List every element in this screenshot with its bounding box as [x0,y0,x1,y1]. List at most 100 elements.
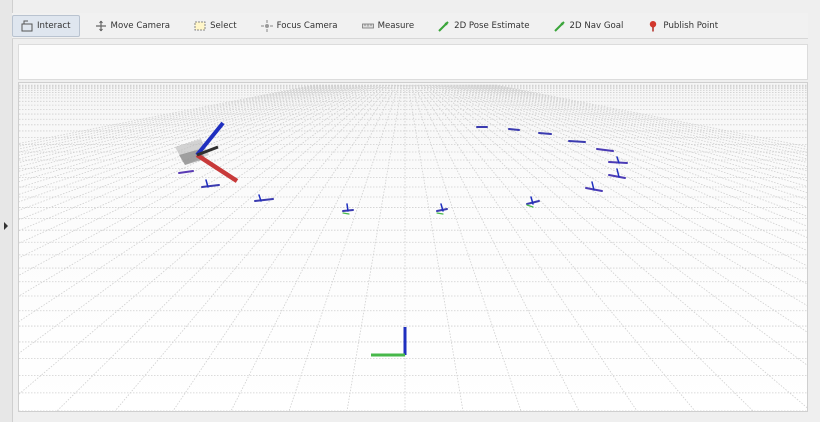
3d-scene[interactable] [19,83,807,411]
pose-marker [596,148,614,152]
pose-marker [608,156,628,164]
grid-line [19,84,349,189]
grid-line [452,84,807,217]
grid-line [19,84,346,183]
grid-line [416,84,638,411]
grid-line [288,84,400,411]
tool-label: 2D Pose Estimate [454,20,530,31]
viewport-header-bar [18,44,808,80]
grid-line [19,84,328,156]
grid-line [19,84,319,147]
robot-pose-axes[interactable] [175,121,239,183]
ruler-icon [361,20,374,32]
grid-line [440,84,807,267]
grid-line [19,84,322,150]
tool-label: 2D Nav Goal [569,20,624,31]
pose-marker [201,179,220,188]
pose-marker [508,128,520,131]
grid-line [494,84,807,148]
cursor-icon [21,20,33,32]
grid-line [428,84,807,366]
pose-marker [538,132,552,135]
grid-line [461,84,807,194]
grid-line [449,84,807,227]
grid-line [446,84,807,238]
tool-label: Publish Point [663,20,719,31]
x-axis [195,153,239,183]
grid-line [464,84,807,187]
grid-line [422,84,754,411]
tools-toolbar: Interact Move Camera Select Focus Camera… [12,13,808,39]
grid-line [19,84,316,144]
grid-line [19,84,370,259]
pose-markers [178,126,628,215]
pose-marker [436,203,448,215]
pose-marker [178,170,194,174]
grid-line [431,84,807,333]
grid-line [19,84,379,322]
grid-line [488,84,807,153]
tool-move-camera-button[interactable]: Move Camera [86,15,180,37]
pose-marker [254,194,274,202]
pose-marker [585,181,603,192]
grid-line [410,84,522,411]
pose-marker [342,203,354,215]
pose-marker [608,168,626,179]
grid-line [443,84,807,251]
3d-viewport[interactable] [18,82,808,412]
grid-line [346,84,403,411]
tool-focus-camera-button[interactable]: Focus Camera [252,15,347,37]
tool-label: Measure [377,20,415,31]
tool-label: Select [210,20,237,31]
pose-marker [568,140,586,143]
tool-2d-pose-estimate-button[interactable]: 2D Pose Estimate [429,15,538,37]
grid-line [419,84,696,411]
grid-line [19,84,352,195]
tool-select-button[interactable]: Select [185,15,246,37]
tool-measure-button[interactable]: Measure [353,15,424,37]
map-pin-icon [647,20,659,32]
pose-marker [526,196,540,208]
tool-label: Move Camera [110,20,171,31]
grid-line [230,84,397,411]
expand-panel-arrow-icon[interactable] [4,222,8,230]
grid-line [470,84,807,176]
grid-line [482,84,807,160]
grid-line [485,84,807,156]
tool-label: Focus Camera [276,20,338,31]
grid-line [407,84,464,411]
left-panel-collapsed[interactable] [0,0,13,422]
grid-line [19,84,382,354]
grid-line [413,84,580,411]
grid-line [19,84,376,297]
origin-axes [371,327,407,357]
tool-interact-button[interactable]: Interact [12,14,80,37]
green-arrow-icon [438,20,450,32]
grid-line [172,84,394,411]
grid-line [19,84,334,163]
grid-line [114,84,391,411]
grid-line [437,84,807,285]
grid-line [19,84,364,232]
y-axis [196,145,219,157]
green-arrow-icon [553,20,566,32]
grid-line [467,84,807,182]
select-icon [194,20,206,32]
ground-grid [19,84,807,411]
move-camera-icon [95,20,107,32]
tool-2d-nav-goal-button[interactable]: 2D Nav Goal [545,15,633,37]
grid-line [458,84,807,201]
grid-line [425,84,807,409]
grid-line [473,84,807,172]
grid-line [56,84,388,411]
grid-line [455,84,807,208]
grid-line [19,84,385,395]
grid-line [19,84,373,276]
tool-label: Interact [37,20,71,31]
tool-publish-point-button[interactable]: Publish Point [638,15,727,37]
grid-line [491,84,807,150]
z-axis [195,121,225,157]
focus-camera-icon [260,19,273,32]
grid-line [19,84,355,203]
grid-line [434,84,807,306]
